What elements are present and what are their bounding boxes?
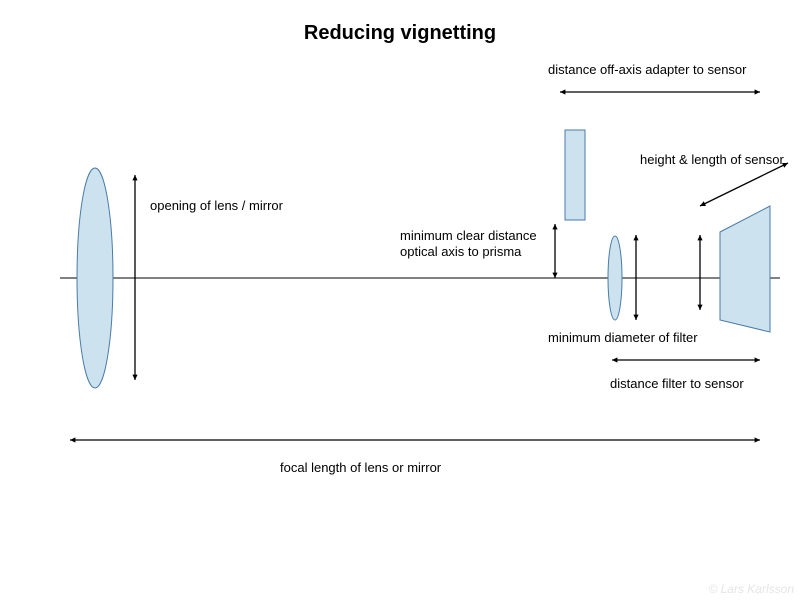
label-prism-axis-l2: optical axis to prisma	[400, 244, 521, 259]
label-offaxis: distance off-axis adapter to sensor	[548, 62, 747, 77]
label-filter-sensor: distance filter to sensor	[610, 376, 744, 391]
label-filter-dia: minimum diameter of filter	[548, 330, 698, 345]
label-prism-axis-l1: minimum clear distance	[400, 228, 537, 243]
copyright: © Lars Karlsson	[708, 582, 794, 596]
label-sensor-hl: height & length of sensor	[640, 152, 784, 167]
label-lens-opening: opening of lens / mirror	[150, 198, 283, 213]
label-focal-length: focal length of lens or mirror	[280, 460, 441, 475]
diagram-title: Reducing vignetting	[0, 22, 800, 45]
